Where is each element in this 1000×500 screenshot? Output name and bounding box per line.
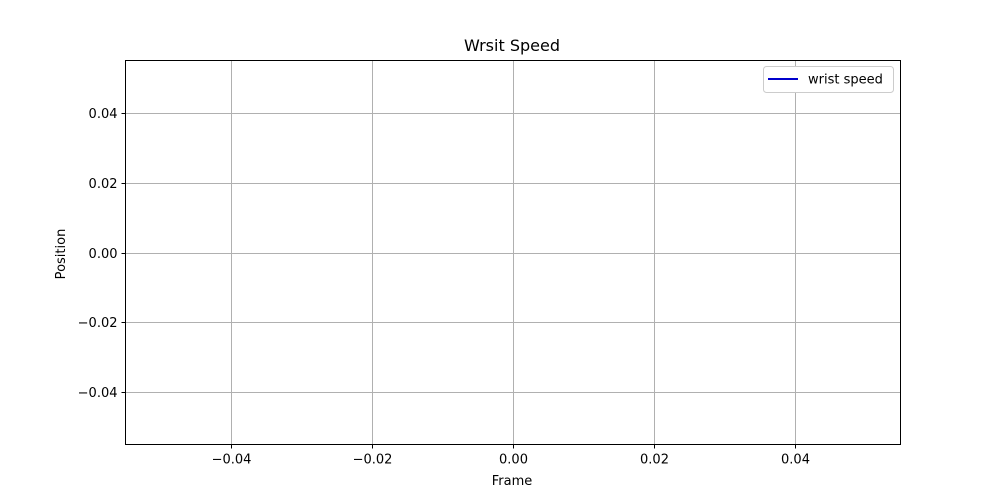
y-tick-label: −0.02 (78, 316, 118, 331)
y-tick-label: 0.00 (89, 247, 118, 262)
y-tick-label: 0.02 (89, 177, 118, 192)
legend-label: wrist speed (808, 73, 883, 88)
x-tick-label: −0.02 (353, 453, 393, 468)
legend: wrist speed (763, 66, 894, 93)
axis-ticks: −0.04 −0.02 0.00 0.02 0.04 0.04 0.02 0.00 −0.02 −… (78, 107, 810, 468)
x-tick-label: 0.02 (640, 453, 669, 468)
chart-title: Wrsit Speed (464, 36, 560, 55)
grid (125, 60, 901, 445)
x-tick-label: 0.00 (499, 453, 528, 468)
x-tick-label: −0.04 (212, 453, 252, 468)
y-axis-label: Position (54, 229, 69, 280)
x-axis-label: Frame (492, 474, 533, 489)
y-tick-label: −0.04 (78, 386, 118, 401)
x-tick-label: 0.04 (781, 453, 810, 468)
y-tick-label: 0.04 (89, 107, 118, 122)
legend-box (763, 66, 894, 93)
